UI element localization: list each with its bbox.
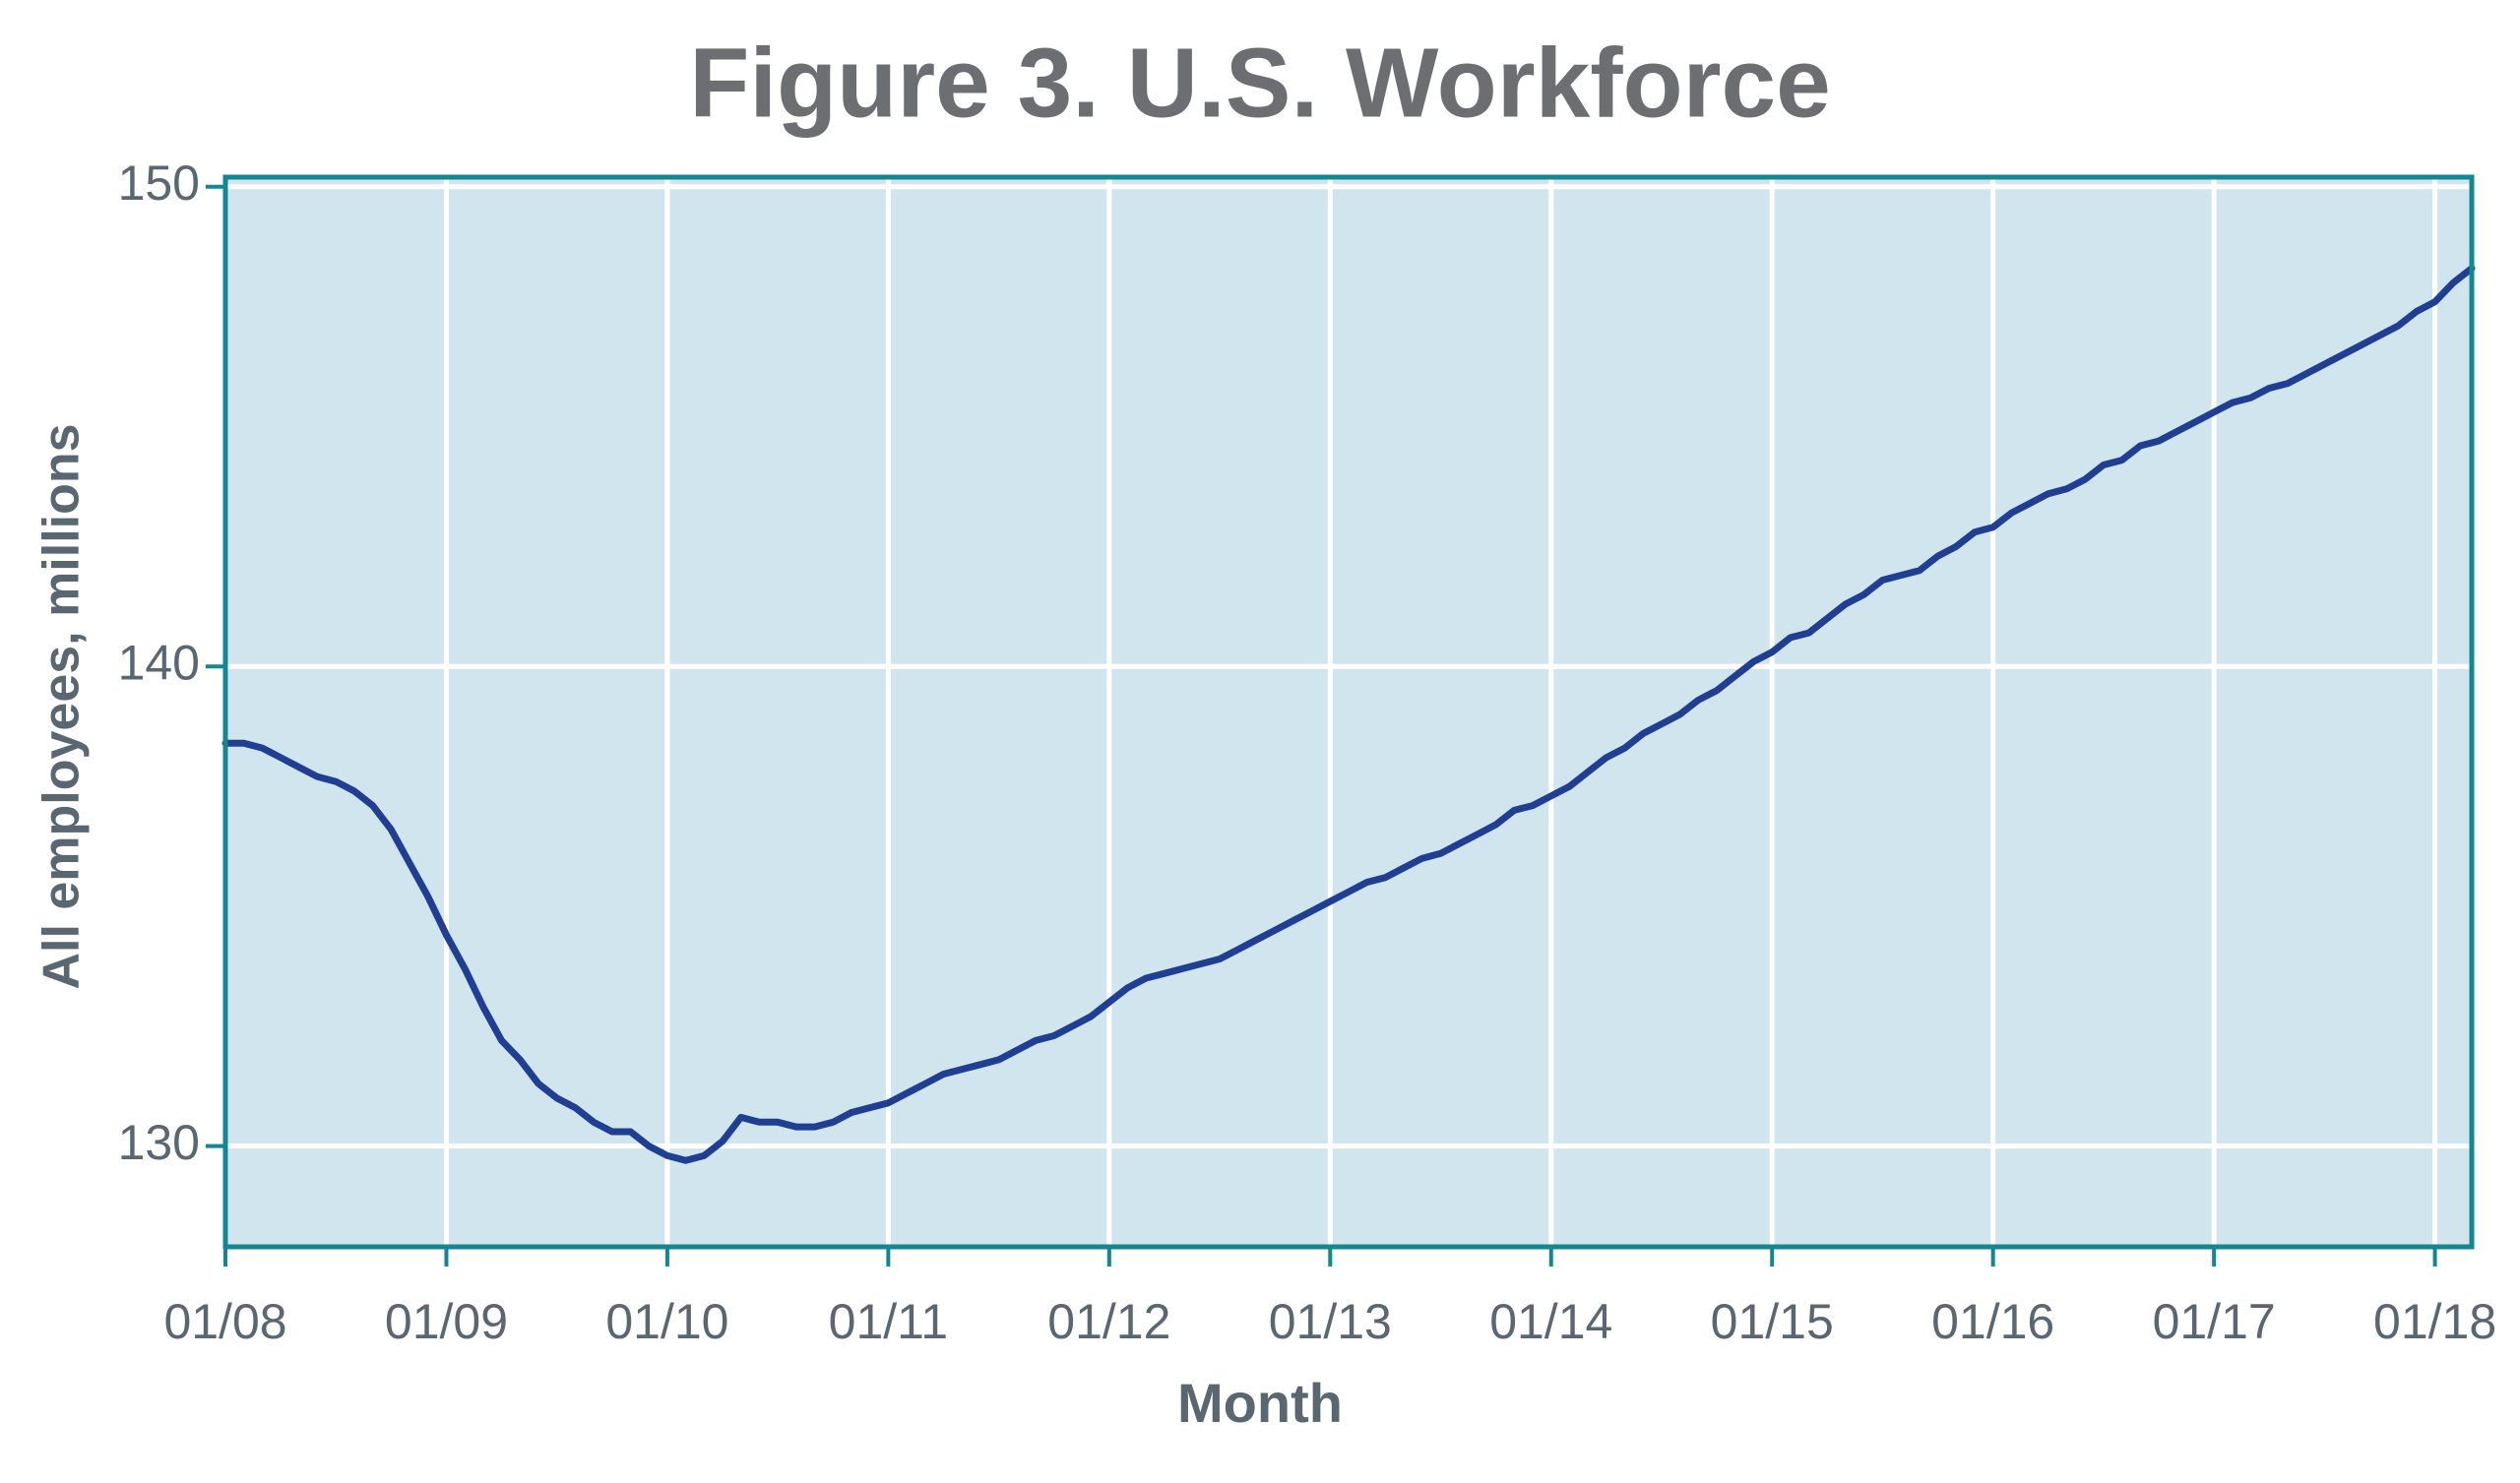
y-tick-label: 150 bbox=[118, 155, 200, 211]
x-tick-label: 01/12 bbox=[1047, 1294, 1170, 1349]
x-tick-label: 01/09 bbox=[385, 1294, 508, 1349]
chart-title: Figure 3. U.S. Workforce bbox=[689, 28, 1831, 138]
x-tick-label: 01/18 bbox=[2373, 1294, 2496, 1349]
data-line bbox=[221, 265, 2476, 1164]
x-tick-label: 01/13 bbox=[1269, 1294, 1392, 1349]
y-tick-label: 140 bbox=[118, 635, 200, 690]
x-tick-label: 01/14 bbox=[1489, 1294, 1612, 1349]
x-tick-label: 01/17 bbox=[2153, 1294, 2276, 1349]
x-axis-label: Month bbox=[1177, 1372, 1343, 1434]
x-tick-label: 01/16 bbox=[1931, 1294, 2054, 1349]
x-tick-label: 01/10 bbox=[605, 1294, 728, 1349]
y-axis-label: All employees, millions bbox=[33, 423, 91, 989]
y-tick-label: 130 bbox=[118, 1115, 200, 1170]
plot-frame bbox=[222, 174, 2475, 1250]
x-tick-label: 01/11 bbox=[829, 1294, 948, 1349]
plot-background bbox=[225, 177, 2472, 1247]
x-tick-label: 01/15 bbox=[1711, 1294, 1834, 1349]
x-tick-label: 01/08 bbox=[163, 1294, 286, 1349]
